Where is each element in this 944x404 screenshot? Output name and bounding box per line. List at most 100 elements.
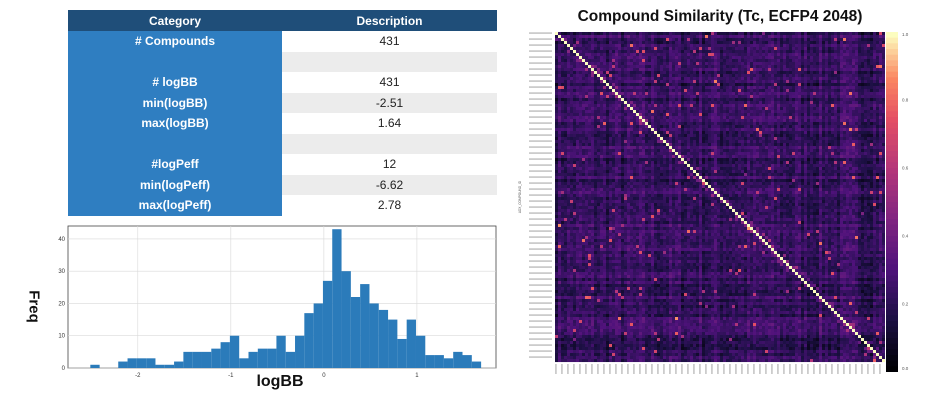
heatmap-cell — [555, 149, 559, 153]
heatmap-cell — [789, 44, 793, 48]
heatmap-cell — [882, 35, 885, 39]
heatmap-cell — [717, 65, 721, 69]
heatmap-cell — [822, 59, 826, 63]
heatmap-cell — [795, 53, 799, 57]
heatmap-cell — [771, 47, 775, 51]
heatmap-cell — [705, 68, 709, 72]
heatmap-cell — [591, 143, 595, 147]
heatmap-cell — [579, 164, 583, 168]
heatmap-cell — [678, 62, 682, 66]
heatmap-cell — [879, 110, 883, 114]
heatmap-cell — [837, 35, 841, 39]
heatmap-cell — [699, 146, 703, 150]
heatmap-cell — [708, 47, 712, 51]
heatmap-cell — [711, 38, 715, 42]
heatmap-cell — [606, 131, 610, 135]
heatmap-cell — [882, 137, 885, 141]
heatmap-cell — [753, 56, 757, 60]
heatmap-cell — [858, 47, 862, 51]
heatmap-cell — [771, 140, 775, 144]
heatmap-cell — [855, 65, 859, 69]
heatmap-cell — [780, 41, 784, 45]
heatmap-cell — [846, 50, 850, 54]
heatmap-cell — [612, 128, 616, 132]
heatmap-cell — [873, 53, 877, 57]
heatmap-cell — [726, 50, 730, 54]
heatmap-cell — [567, 56, 571, 60]
heatmap-cell — [633, 53, 637, 57]
heatmap-cell — [735, 143, 739, 147]
heatmap-cell — [654, 89, 658, 93]
heatmap-cell — [702, 56, 706, 60]
heatmap-cell — [756, 155, 760, 159]
heatmap-cell — [672, 98, 676, 102]
heatmap-cell — [846, 68, 850, 72]
heatmap-cell — [873, 98, 877, 102]
heatmap-cell — [801, 101, 805, 105]
heatmap-cell — [612, 41, 616, 45]
heatmap-cell — [690, 95, 694, 99]
heatmap-cell — [792, 119, 796, 123]
heatmap-cell — [669, 104, 673, 108]
heatmap-cell — [678, 164, 682, 168]
heatmap-cell — [660, 107, 664, 111]
heatmap-cell — [852, 53, 856, 57]
heatmap-cell — [564, 161, 568, 165]
heatmap-cell — [633, 119, 637, 123]
heatmap-cell — [819, 47, 823, 51]
heatmap-cell — [747, 41, 751, 45]
heatmap-cell — [819, 110, 823, 114]
heatmap-cell — [615, 113, 619, 117]
heatmap-cell — [879, 146, 883, 150]
heatmap-cell — [783, 101, 787, 105]
heatmap-cell — [735, 164, 739, 168]
heatmap-cell — [657, 113, 661, 117]
heatmap-cell — [624, 59, 628, 63]
heatmap-cell — [774, 101, 778, 105]
heatmap-cell — [735, 59, 739, 63]
heatmap-cell — [639, 77, 643, 81]
heatmap-cell — [651, 86, 655, 90]
heatmap-cell — [756, 98, 760, 102]
heatmap-cell — [642, 158, 646, 162]
heatmap-cell — [570, 83, 574, 87]
heatmap-cell — [555, 101, 559, 105]
heatmap-cell — [789, 47, 793, 51]
heatmap-cell — [741, 149, 745, 153]
heatmap-cell — [813, 110, 817, 114]
heatmap-cell — [882, 125, 885, 129]
heatmap-cell — [870, 143, 874, 147]
heatmap-cell — [672, 95, 676, 99]
heatmap-cell — [660, 134, 664, 138]
heatmap-cell — [723, 164, 727, 168]
heatmap-cell — [783, 74, 787, 78]
heatmap-cell — [636, 74, 640, 78]
heatmap-cell — [849, 77, 853, 81]
heatmap-cell — [768, 140, 772, 144]
heatmap-cell — [585, 53, 589, 57]
heatmap-cell — [810, 62, 814, 66]
heatmap-cell — [780, 50, 784, 54]
heatmap-cell — [576, 104, 580, 108]
heatmap-cell — [735, 122, 739, 126]
heatmap-cell — [567, 95, 571, 99]
heatmap-cell — [801, 107, 805, 111]
heatmap-cell — [696, 41, 700, 45]
heatmap-cell — [765, 140, 769, 144]
heatmap-cell — [696, 95, 700, 99]
heatmap-cell — [855, 131, 859, 135]
heatmap-cell — [735, 47, 739, 51]
heatmap-cell — [693, 116, 697, 120]
heatmap-cell — [564, 59, 568, 63]
heatmap-cell — [660, 71, 664, 75]
heatmap-cell — [717, 77, 721, 81]
heatmap-cell — [663, 95, 667, 99]
heatmap-cell — [783, 152, 787, 156]
heatmap-cell — [630, 53, 634, 57]
heatmap-cell — [696, 131, 700, 135]
heatmap-cell — [840, 56, 844, 60]
heatmap-cell — [735, 113, 739, 117]
heatmap-cell — [570, 152, 574, 156]
heatmap-cell — [603, 92, 607, 96]
heatmap-cell — [693, 128, 697, 132]
